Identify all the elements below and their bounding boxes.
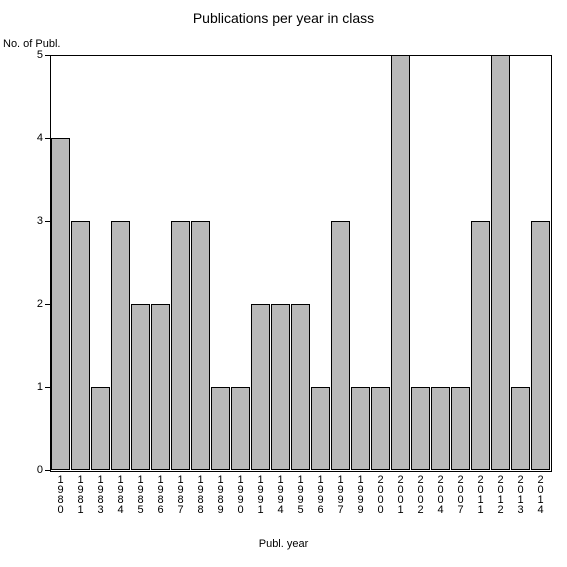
x-tick-label: 1981 — [75, 474, 87, 514]
bar — [431, 387, 450, 470]
x-tick-label: 1988 — [195, 474, 207, 514]
y-tick-label: 5 — [28, 49, 43, 61]
y-tick-mark — [45, 470, 50, 471]
bar — [511, 387, 530, 470]
x-tick-label: 2014 — [535, 474, 547, 514]
x-tick-label: 1989 — [215, 474, 227, 514]
bar — [51, 138, 70, 470]
bar — [391, 55, 410, 470]
x-tick-label: 2002 — [415, 474, 427, 514]
bar — [191, 221, 210, 470]
bar — [151, 304, 170, 470]
bar — [371, 387, 390, 470]
bar — [491, 55, 510, 470]
x-tick-label: 1996 — [315, 474, 327, 514]
x-tick-label: 1987 — [175, 474, 187, 514]
bar — [91, 387, 110, 470]
bar — [71, 221, 90, 470]
x-tick-label: 1986 — [155, 474, 167, 514]
x-tick-label: 2013 — [515, 474, 527, 514]
x-tick-label: 1990 — [235, 474, 247, 514]
bar — [231, 387, 250, 470]
bar — [271, 304, 290, 470]
x-tick-label: 1985 — [135, 474, 147, 514]
chart-title: Publications per year in class — [0, 10, 567, 26]
y-tick-label: 0 — [28, 464, 43, 476]
bar — [131, 304, 150, 470]
x-axis-label: Publ. year — [0, 538, 567, 550]
x-tick-label: 1983 — [95, 474, 107, 514]
x-tick-label: 2007 — [455, 474, 467, 514]
y-tick-mark — [45, 387, 50, 388]
y-tick-mark — [45, 138, 50, 139]
bar — [471, 221, 490, 470]
x-tick-label: 2011 — [475, 474, 487, 514]
y-tick-mark — [45, 221, 50, 222]
bar — [311, 387, 330, 470]
y-tick-label: 1 — [28, 381, 43, 393]
y-tick-mark — [45, 304, 50, 305]
bar — [211, 387, 230, 470]
bar — [351, 387, 370, 470]
bar — [531, 221, 550, 470]
bar — [331, 221, 350, 470]
bar — [171, 221, 190, 470]
y-tick-label: 2 — [28, 298, 43, 310]
bar — [111, 221, 130, 470]
x-tick-label: 1999 — [355, 474, 367, 514]
x-tick-label: 1994 — [275, 474, 287, 514]
bar — [251, 304, 270, 470]
x-tick-label: 2001 — [395, 474, 407, 514]
y-tick-label: 4 — [28, 132, 43, 144]
bar — [291, 304, 310, 470]
bar — [411, 387, 430, 470]
x-tick-label: 1984 — [115, 474, 127, 514]
y-tick-label: 3 — [28, 215, 43, 227]
x-tick-label: 1995 — [295, 474, 307, 514]
x-tick-label: 2000 — [375, 474, 387, 514]
x-tick-label: 1997 — [335, 474, 347, 514]
x-tick-label: 2004 — [435, 474, 447, 514]
chart-container: Publications per year in class No. of Pu… — [0, 0, 567, 567]
y-tick-mark — [45, 55, 50, 56]
x-tick-label: 1980 — [55, 474, 67, 514]
bar — [451, 387, 470, 470]
x-tick-label: 1991 — [255, 474, 267, 514]
x-tick-label: 2012 — [495, 474, 507, 514]
